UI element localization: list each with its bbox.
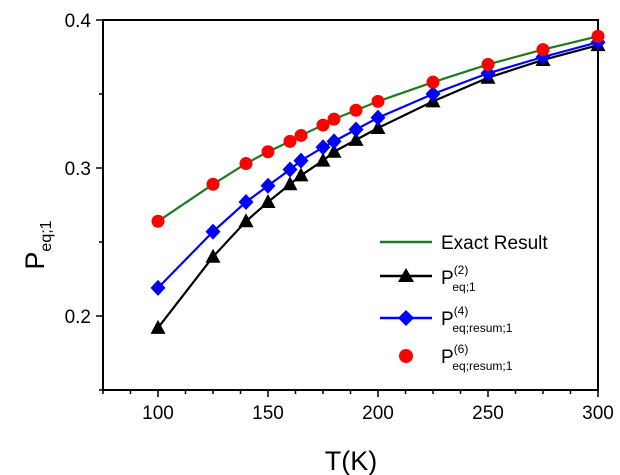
legend-swatch-p2-marker: [398, 268, 414, 282]
data-point-p2: [315, 152, 331, 167]
data-point-p4: [150, 279, 166, 296]
data-point-p6: [206, 177, 220, 191]
data-point-p2: [260, 194, 276, 209]
data-point-p4: [238, 194, 254, 211]
legend-entry-p4: P(4) eq;resum;1: [380, 304, 513, 335]
legend-swatch-p4-marker: [398, 310, 414, 326]
data-point-p4: [282, 161, 298, 178]
y-tick-label: 0.3: [65, 159, 91, 180]
legend-label-p6: P(6) eq;resum;1: [441, 342, 513, 373]
data-point-p6: [283, 134, 297, 148]
data-point-p4: [348, 121, 364, 138]
data-point-p6: [371, 94, 385, 108]
data-point-p4: [293, 152, 309, 169]
data-point-p2: [326, 143, 342, 158]
x-tick-label: 250: [472, 403, 504, 424]
legend-label-p2: P(2) eq;1: [441, 263, 476, 294]
data-point-p2: [150, 319, 166, 334]
data-point-p6: [261, 145, 275, 159]
y-axis-title-main: P: [20, 252, 50, 270]
data-point-p6: [536, 43, 550, 57]
legend-entry-p6: P(6) eq;resum;1: [399, 342, 513, 373]
legend-label-exact: Exact Result: [441, 233, 548, 254]
data-point-p2: [205, 248, 221, 263]
data-point-p6: [239, 157, 253, 171]
data-point-p6: [481, 57, 495, 71]
y-axis-title: Peq;1: [20, 220, 55, 269]
data-point-p2: [370, 120, 386, 135]
legend-label-p4: P(4) eq;resum;1: [441, 304, 513, 335]
data-point-p6: [151, 214, 165, 228]
y-tick-label: 0.2: [65, 307, 91, 328]
plot-frame: [102, 19, 599, 391]
data-point-p2: [348, 131, 364, 146]
legend-entry-exact: Exact Result: [380, 233, 548, 254]
data-point-p4: [425, 86, 441, 102]
svg-text:Peq;1: Peq;1: [20, 220, 55, 269]
x-tick-label: 300: [582, 403, 614, 424]
x-axis-title: T(K): [325, 446, 377, 475]
data-point-p2: [282, 176, 298, 191]
x-tick-label: 150: [252, 403, 284, 424]
data-point-p6: [426, 75, 440, 89]
data-point-p4: [205, 223, 221, 240]
legend-swatch-p6-marker: [399, 349, 413, 363]
data-point-p2: [238, 213, 254, 228]
legend: Exact Result P(2) eq;1 P(4) eq;resum;1 P(6…: [380, 233, 548, 373]
data-point-p4: [326, 133, 342, 150]
y-tick-label: 0.4: [65, 11, 92, 32]
data-point-p6: [316, 118, 330, 132]
legend-entry-p2: P(2) eq;1: [380, 263, 476, 294]
data-point-p2: [293, 167, 309, 182]
data-point-p6: [327, 112, 341, 126]
x-tick-label: 200: [362, 403, 394, 424]
series-line-p2: [157, 44, 599, 329]
data-point-p4: [260, 177, 276, 194]
data-point-p4: [315, 139, 331, 156]
data-point-p6: [294, 128, 308, 142]
data-point-p4: [370, 109, 386, 126]
x-tick-label: 100: [142, 403, 174, 424]
data-point-p6: [591, 29, 605, 43]
data-point-p6: [349, 103, 363, 117]
y-axis-title-sub: eq;1: [38, 220, 55, 251]
